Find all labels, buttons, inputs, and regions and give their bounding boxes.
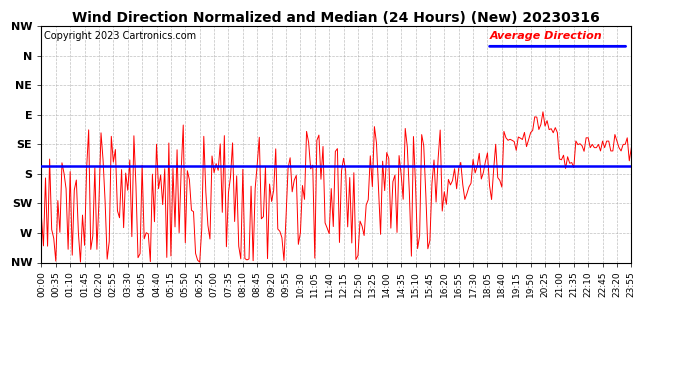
Text: Average Direction: Average Direction [490, 31, 602, 41]
Title: Wind Direction Normalized and Median (24 Hours) (New) 20230316: Wind Direction Normalized and Median (24… [72, 11, 600, 25]
Text: Copyright 2023 Cartronics.com: Copyright 2023 Cartronics.com [44, 31, 197, 41]
